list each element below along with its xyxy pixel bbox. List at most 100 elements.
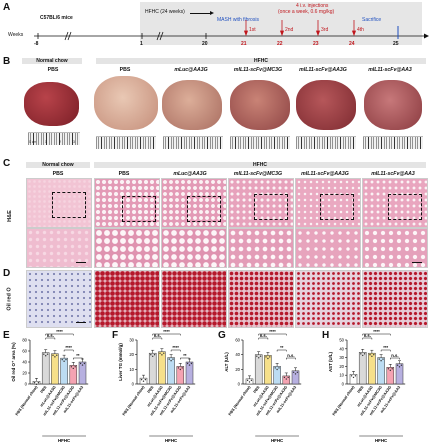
scale-bar-1 [76, 262, 86, 263]
tick-week-22: 22 [277, 41, 283, 47]
data-point-e-5 [81, 364, 84, 366]
group-label-e: HFHC [58, 438, 71, 443]
col-c-pbs: PBS [118, 171, 130, 177]
data-point-g-2 [267, 357, 269, 360]
row-label-he: H&E [6, 210, 13, 222]
y-tick-label-h: 20 [339, 364, 344, 369]
data-point-g-0 [250, 379, 253, 382]
data-point-f-1 [152, 355, 154, 357]
sig-bracket-f-3 [180, 357, 190, 360]
liver-mluc [162, 80, 222, 130]
he-high-mluc [161, 228, 227, 268]
sig-bracket-g-0 [258, 337, 269, 340]
data-point-e-4 [74, 366, 76, 368]
sig-bracket-e-3 [73, 357, 83, 360]
he-high-aa3 [362, 228, 428, 268]
y-tick-label-f: 20 [129, 352, 134, 357]
data-point-h-5 [396, 364, 399, 366]
x-tick-label-g-0: PBS (Normal chow) [228, 385, 252, 417]
bar-f-2 [158, 351, 166, 385]
injection-title: 4 i.v. injections [296, 3, 329, 9]
injection-sub: (once a week, 0.6 mg/kg) [278, 9, 335, 15]
he-low-pbs [94, 178, 160, 228]
y-tick-label-e: 0 [25, 382, 28, 387]
data-point-f-3 [170, 360, 172, 362]
data-point-g-4 [287, 376, 289, 379]
bar-h-5 [395, 363, 404, 385]
sig-bracket-h-1 [362, 333, 391, 336]
tick-week-23: 23 [313, 41, 319, 47]
data-point-h-1 [360, 353, 362, 355]
col-b-aa3g: mIL11-scFv@AA3G [299, 67, 347, 73]
sig-label-e-3: ** [76, 353, 80, 358]
data-point-e-2 [54, 356, 56, 358]
data-point-g-1 [258, 357, 260, 359]
ruler-6 [363, 136, 423, 149]
tick-week-24: 24 [349, 41, 355, 47]
oro-aa3g [295, 270, 361, 328]
scale-bar-2 [412, 262, 422, 263]
col-b-pbs-normal: PBS [47, 67, 59, 73]
sig-bracket-f-0 [152, 337, 163, 340]
data-point-g-5 [296, 371, 299, 373]
hfhc-shade [140, 2, 422, 45]
data-point-e-1 [45, 355, 47, 357]
data-point-f-2 [163, 352, 165, 354]
bar-g-2 [264, 355, 272, 385]
zoom-box-5 [320, 194, 354, 220]
data-point-g-2 [265, 356, 267, 358]
sig-label-g-1: **** [269, 329, 276, 334]
dose-4th: 4th [357, 27, 364, 33]
bar-e-2 [51, 353, 59, 385]
group-label-g: HFHC [271, 438, 284, 443]
y-tick-label-g: 40 [235, 352, 240, 357]
data-point-e-3 [61, 358, 63, 361]
y-tick-label-g: 20 [235, 367, 240, 372]
tick-week-25: 25 [393, 41, 399, 47]
col-b-mluc: mLuc@AA3G [174, 67, 208, 73]
liver-normal-pbs [24, 82, 79, 126]
data-point-h-0 [352, 376, 355, 379]
col-c-pbs-normal: PBS [52, 171, 64, 177]
hfhc-bar-b: HFHC [96, 58, 426, 64]
dose-3rd: 3rd [321, 27, 329, 33]
mouse-strain: C57BL/6 mice [40, 15, 73, 21]
liver-hfhc-pbs [94, 76, 158, 130]
data-point-h-4 [387, 368, 390, 370]
ruler-3 [163, 136, 223, 149]
he-low-mluc [161, 178, 227, 228]
liver-aa3 [364, 80, 422, 130]
data-point-g-3 [274, 367, 276, 369]
sig-bracket-h-3 [390, 357, 400, 360]
ruler-5 [296, 136, 356, 149]
data-point-h-2 [373, 354, 375, 356]
he-high-aa3g [295, 228, 361, 268]
data-point-h-0 [350, 375, 353, 377]
bar-h-2 [368, 352, 376, 385]
data-point-g-4 [285, 378, 287, 380]
panel-label-d: D [3, 268, 11, 279]
data-point-e-4 [70, 366, 73, 368]
ruler-unit-0: 0 cm [29, 140, 37, 144]
bar-g-5 [291, 370, 300, 385]
sig-bracket-f-2 [170, 349, 181, 352]
data-point-f-5 [188, 364, 191, 366]
data-point-f-3 [172, 358, 174, 360]
oro-aa3 [362, 270, 428, 328]
panel-label-a: A [3, 2, 11, 13]
tick-week-neg8: -8 [34, 41, 39, 47]
data-point-f-0 [144, 378, 147, 381]
data-point-e-0 [37, 382, 40, 384]
bar-f-1 [148, 352, 157, 385]
panel-label-e: E [3, 330, 10, 341]
y-tick-label-e: 40 [22, 360, 27, 365]
panel-label-f: F [112, 330, 119, 341]
col-b-aa3: mIL11-scFv@AA3 [368, 67, 412, 73]
sig-label-h-1: **** [373, 329, 380, 334]
data-point-h-4 [389, 369, 391, 372]
zoom-box-2 [122, 196, 156, 222]
sig-bracket-g-1 [258, 333, 287, 336]
sig-label-f-3: ** [183, 353, 187, 358]
y-axis-label-f: Liver TG (mmol/g) [118, 343, 123, 381]
data-point-f-0 [142, 380, 145, 382]
